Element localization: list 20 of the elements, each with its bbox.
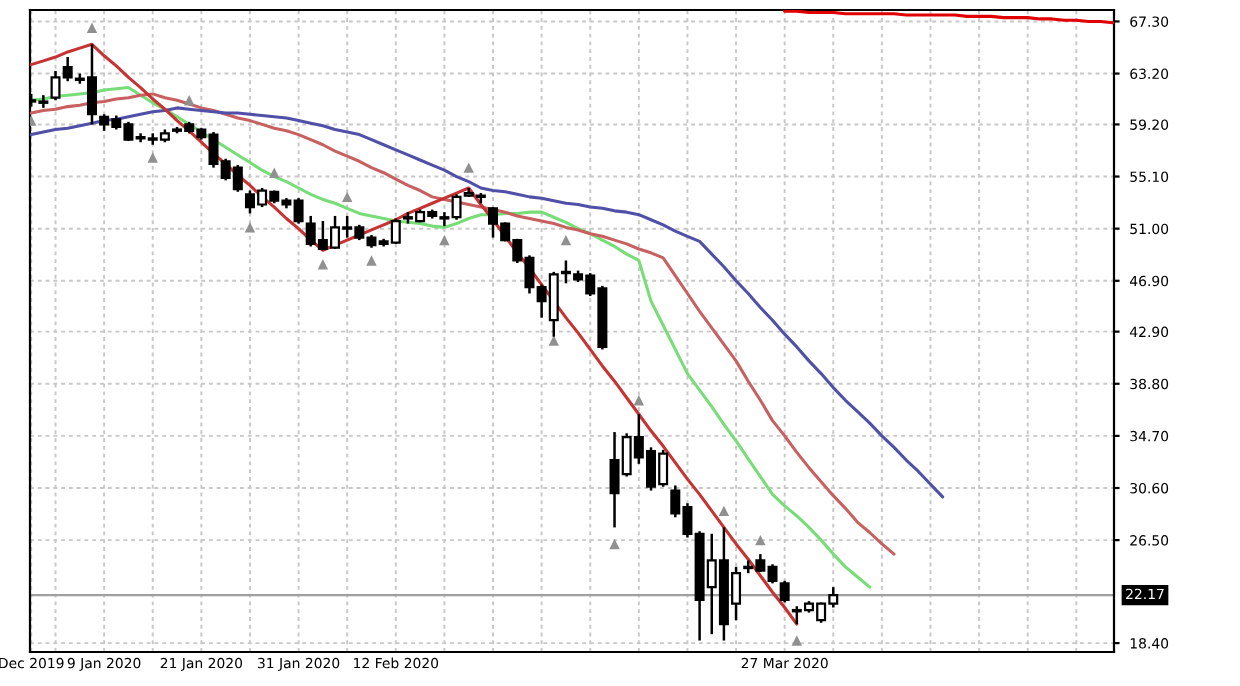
point xyxy=(244,222,256,233)
point xyxy=(439,234,450,246)
point xyxy=(718,505,730,517)
point xyxy=(791,635,803,646)
point xyxy=(755,534,766,546)
line-series xyxy=(30,42,799,626)
point xyxy=(86,22,98,33)
point xyxy=(341,191,353,203)
point xyxy=(548,335,559,346)
point xyxy=(560,234,572,246)
point xyxy=(269,167,280,178)
point xyxy=(317,259,329,270)
point xyxy=(633,395,645,406)
point xyxy=(184,95,195,106)
point xyxy=(609,538,620,550)
point xyxy=(463,162,474,173)
candlestick xyxy=(779,579,790,604)
point xyxy=(147,152,158,163)
line-series xyxy=(30,106,945,499)
point xyxy=(366,255,377,266)
